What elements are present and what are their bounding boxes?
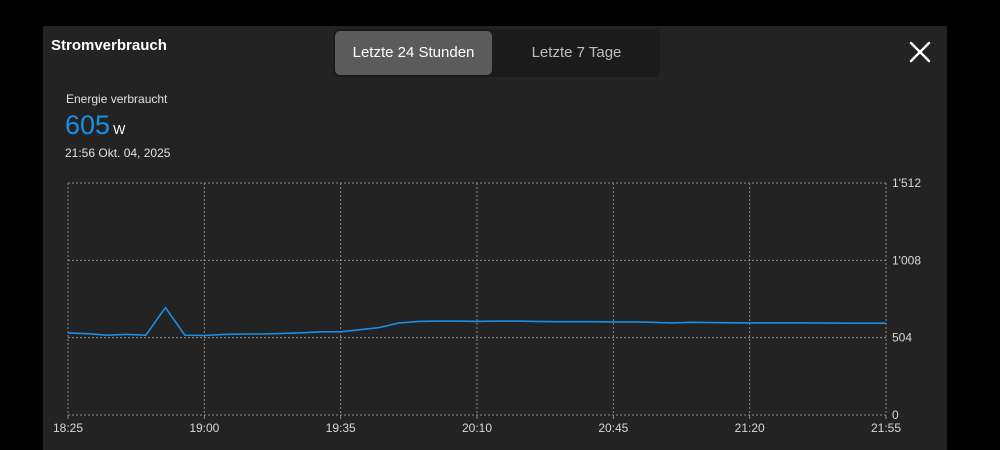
panel-title: Stromverbrauch: [51, 37, 167, 54]
energy-unit: W: [113, 122, 126, 137]
x-tick-label: 20:45: [598, 421, 628, 435]
energy-label: Energie verbraucht: [66, 92, 168, 106]
power-consumption-panel: Stromverbrauch Letzte 24 Stunden Letzte …: [43, 26, 947, 450]
close-icon[interactable]: [907, 39, 933, 65]
x-tick-label: 19:00: [189, 421, 219, 435]
y-tick-label: 0: [892, 408, 899, 422]
energy-value: 605: [65, 110, 111, 140]
y-tick-label: 1'512: [892, 176, 921, 190]
y-tick-label: 1'008: [892, 253, 921, 267]
tab-last-7-days[interactable]: Letzte 7 Tage: [531, 44, 622, 61]
y-tick-label: 504: [892, 331, 912, 345]
consumption-series-line: [67, 306, 886, 337]
energy-reading: 605 W: [65, 110, 125, 141]
x-tick-label: 21:55: [871, 421, 901, 435]
x-tick-label: 20:10: [462, 421, 492, 435]
tab-last-24-hours[interactable]: Letzte 24 Stunden: [335, 31, 492, 75]
x-tick-label: 21:20: [735, 421, 765, 435]
reading-timestamp: 21:56 Okt. 04, 2025: [65, 146, 171, 160]
time-range-tabs: Letzte 24 Stunden Letzte 7 Tage: [333, 29, 660, 77]
x-tick-label: 18:25: [53, 421, 83, 435]
x-tick-label: 19:35: [326, 421, 356, 435]
